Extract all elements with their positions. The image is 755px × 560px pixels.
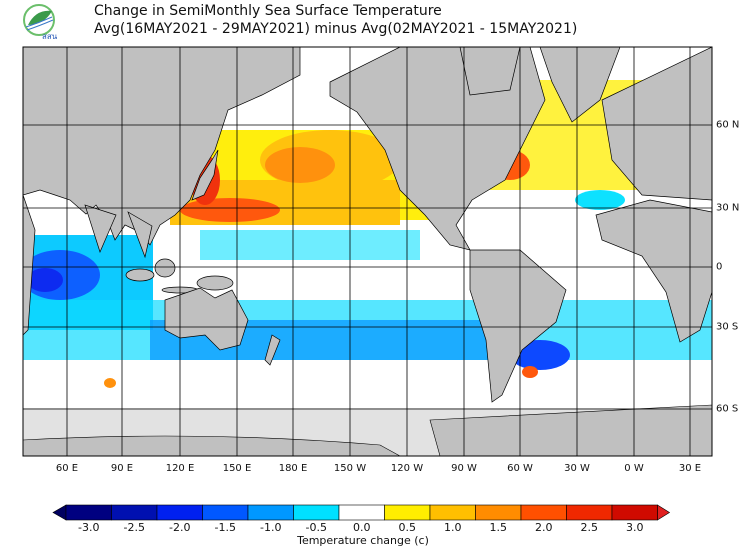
lon-label: 60 W <box>507 463 533 474</box>
australia <box>164 287 249 351</box>
sumatra <box>125 268 155 282</box>
colorbar-swatch <box>475 504 522 521</box>
colorbar-label: -2.5 <box>123 521 145 534</box>
graticule <box>23 47 712 456</box>
svg-text:สสน: สสน <box>42 32 58 41</box>
colorbar-under-arrow <box>52 504 67 521</box>
lat-label: 30 S <box>716 321 739 333</box>
colorbar-label: -1.0 <box>260 521 282 534</box>
land <box>23 47 712 403</box>
colorbar-title: Temperature change (c) <box>297 534 429 547</box>
borneo <box>154 258 176 278</box>
lon-label: 90 E <box>110 463 134 474</box>
logo: สสน <box>22 3 58 41</box>
colorbar-label: -3.0 <box>78 521 100 534</box>
colorbar-label: 2.5 <box>580 521 599 534</box>
colorbar-swatch <box>293 504 340 521</box>
lon-label: 120 W <box>390 463 424 474</box>
greenland <box>539 47 621 123</box>
lon-label: 180 E <box>278 463 308 474</box>
europe <box>601 47 712 201</box>
sst-change-map <box>22 46 713 457</box>
colorbar-label: -1.5 <box>214 521 236 534</box>
north-america <box>329 47 546 251</box>
colorbar-label: -0.5 <box>305 521 327 534</box>
colorbar-swatch <box>384 504 431 521</box>
lon-label: 90 W <box>451 463 477 474</box>
chart-subtitle: Avg(16MAY2021 - 29MAY2021) minus Avg(02M… <box>94 21 578 37</box>
colorbar-swatch <box>338 504 385 521</box>
lon-label: 120 E <box>165 463 195 474</box>
lat-label: 60 N <box>716 119 740 131</box>
lon-label: 30 W <box>564 463 590 474</box>
colorbar-label: 0.0 <box>353 521 371 534</box>
colorbar-label: 1.5 <box>489 521 508 534</box>
colorbar-swatch <box>65 504 112 521</box>
map-frame <box>22 46 713 457</box>
indochina <box>127 211 153 259</box>
colorbar-label: 2.0 <box>535 521 553 534</box>
colorbar-over-arrow <box>657 504 671 521</box>
colorbar-swatch <box>247 504 294 521</box>
colorbar-swatch <box>111 504 158 521</box>
lon-label: 150 W <box>333 463 367 474</box>
south-america <box>469 249 567 403</box>
india <box>84 204 117 253</box>
colorbar-label: -2.0 <box>169 521 191 534</box>
colorbar-swatch <box>202 504 249 521</box>
new-guinea <box>196 275 234 291</box>
lon-label: 60 E <box>55 463 79 474</box>
lat-label: 0 <box>716 261 723 273</box>
colorbar-label: 1.0 <box>444 521 462 534</box>
east-africa <box>23 194 36 336</box>
colorbar-label: 0.5 <box>398 521 417 534</box>
chart-title: Change in SemiMonthly Sea Surface Temper… <box>94 3 442 19</box>
colorbar-swatch <box>156 504 203 521</box>
colorbar-swatch <box>520 504 567 521</box>
lon-label: 0 W <box>624 463 644 474</box>
lon-label: 150 E <box>222 463 252 474</box>
lon-label: 30 E <box>678 463 702 474</box>
arctic-islands <box>459 47 521 96</box>
colorbar-swatch <box>611 504 658 521</box>
new-zealand <box>264 334 281 366</box>
japan <box>191 149 219 201</box>
lat-label: 30 N <box>716 202 740 214</box>
antarctica <box>23 404 712 456</box>
lat-label: 60 S <box>716 403 739 415</box>
colorbar-swatch <box>429 504 476 521</box>
colorbar-swatch <box>566 504 613 521</box>
colorbar-label: 3.0 <box>626 521 644 534</box>
